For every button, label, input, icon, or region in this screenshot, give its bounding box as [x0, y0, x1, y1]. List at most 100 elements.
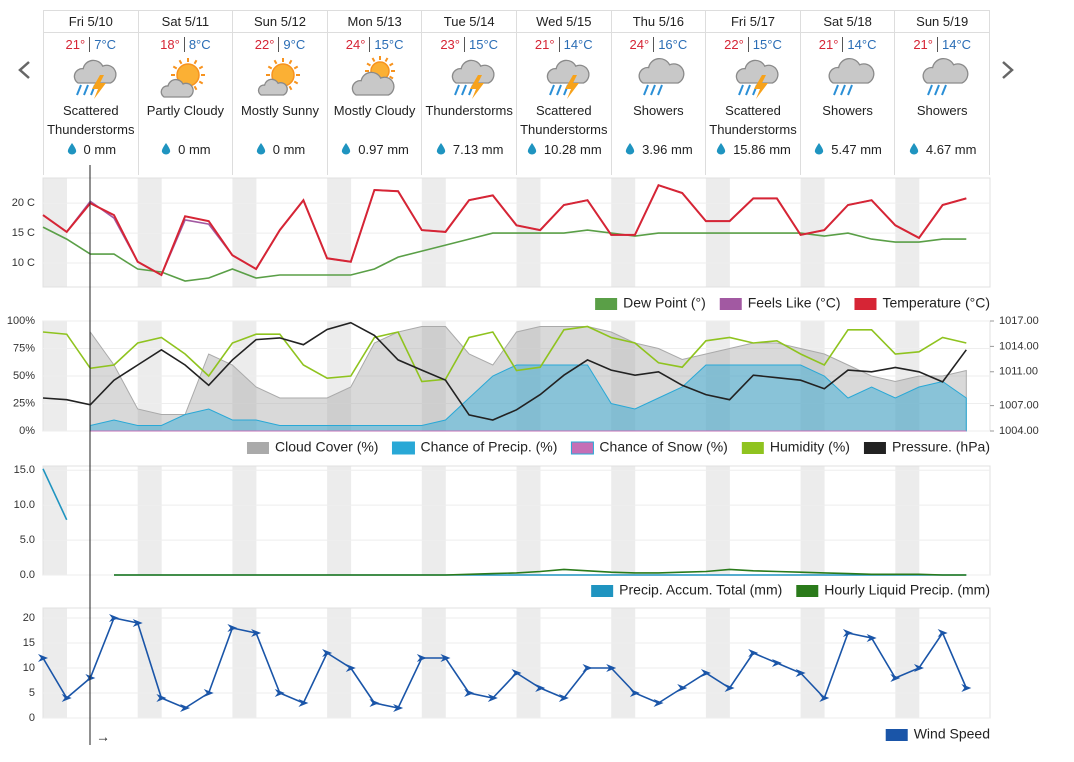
temps: 22° 9°C	[233, 37, 327, 53]
precip: 0 mm	[233, 141, 327, 159]
night-band	[705, 466, 730, 575]
legend-label: Cloud Cover (%)	[275, 439, 378, 455]
rain	[745, 84, 751, 96]
precip-amount: 7.13 mm	[452, 142, 504, 157]
low-temp: 16°C	[653, 37, 688, 52]
rain	[738, 84, 744, 96]
cloud	[735, 59, 779, 84]
line	[42, 468, 68, 521]
day-label: Sun 5/12	[233, 11, 327, 33]
wind-marker	[464, 689, 475, 697]
night-band	[800, 608, 825, 718]
drop	[815, 143, 824, 155]
wind-marker	[393, 704, 404, 712]
rain	[832, 84, 839, 96]
night-band	[43, 466, 67, 575]
low-temp: 15°C	[464, 37, 499, 52]
low-temp: 14°C	[937, 37, 972, 52]
cloud	[257, 78, 288, 96]
night-band	[895, 466, 920, 575]
next-arrow[interactable]	[1002, 61, 1014, 79]
wind-marker	[771, 659, 782, 667]
sun-ray	[199, 65, 204, 70]
precip: 0.97 mm	[328, 141, 422, 159]
precip: 0 mm	[44, 141, 138, 159]
high-temp: 21°	[534, 37, 555, 52]
legend-label: Pressure. (hPa)	[892, 439, 990, 455]
cloud	[638, 58, 685, 84]
condition: Partly Cloudy	[146, 103, 225, 118]
rain	[927, 84, 934, 96]
y2-tick-label: 1007.00	[999, 400, 1039, 412]
wind-marker	[156, 694, 167, 702]
wind-marker	[180, 704, 191, 712]
wind-marker	[298, 699, 309, 707]
day-card: Sun 5/12 22° 9°C Mostly Sunny 0 mm	[233, 11, 328, 175]
precip-amount: 4.67 mm	[925, 142, 977, 157]
day-card: Sat 5/11 18° 8°C Partly Cloudy 0 mm	[138, 11, 234, 175]
y-tick-label: 0%	[19, 425, 35, 437]
condition: Scattered Thunderstorms	[47, 103, 135, 137]
rain	[934, 84, 941, 96]
legend-label: Dew Point (°)	[623, 295, 706, 311]
high-temp: 21°	[818, 37, 839, 52]
rain	[461, 84, 468, 96]
weather-icon	[638, 58, 685, 96]
temps: 21° 7°C	[44, 37, 138, 53]
wind-marker	[274, 689, 285, 697]
condition: Mostly Cloudy	[333, 103, 416, 118]
wind-marker	[890, 674, 901, 682]
day-label: Fri 5/10	[44, 11, 138, 33]
wind-marker	[511, 669, 522, 677]
y-tick-label: 10.0	[14, 499, 35, 511]
night-band	[327, 466, 352, 575]
rain	[650, 84, 657, 96]
day-card: Wed 5/15 21° 14°C Scattered Thunderstorms 10…	[516, 11, 612, 175]
sun-ray	[371, 57, 375, 62]
line	[114, 568, 967, 576]
sun-ray	[194, 85, 198, 91]
day-label: Sat 5/18	[800, 11, 895, 33]
cloud	[922, 58, 969, 84]
drop-icon	[67, 143, 76, 155]
legend-label: Wind Speed	[914, 726, 990, 742]
drop	[436, 143, 446, 155]
drop-icon	[161, 143, 171, 155]
drop	[716, 143, 726, 155]
y-tick-label: 5.0	[20, 534, 35, 546]
low-temp: 7°C	[89, 37, 117, 52]
wind-marker	[251, 629, 262, 637]
prev-arrow[interactable]	[18, 61, 30, 79]
day-label: Fri 5/17	[706, 11, 800, 33]
precip-amount: 0 mm	[83, 142, 117, 157]
y-tick-label: 0.0	[20, 569, 35, 581]
legend-label: Chance of Snow (%)	[599, 439, 727, 455]
drop	[527, 143, 537, 155]
wind-marker	[724, 684, 735, 692]
legend-label: Feels Like (°C)	[748, 295, 841, 311]
cloud	[828, 58, 875, 84]
high-temp: 22°	[254, 37, 275, 52]
legend-label: Temperature (°C)	[882, 295, 990, 311]
line	[42, 321, 967, 421]
wind-marker	[866, 634, 877, 642]
y-tick-label: 10	[23, 662, 35, 674]
legend-label: Precip. Accum. Total (mm)	[619, 582, 782, 598]
temps: 18° 8°C	[139, 37, 233, 53]
night-band	[232, 608, 257, 718]
legend-swatch	[885, 729, 908, 741]
rain	[82, 84, 89, 96]
wind-marker	[227, 624, 238, 632]
night-band	[800, 466, 825, 575]
y-tick-label: 25%	[13, 397, 35, 409]
weather-icon	[735, 59, 779, 99]
precip-amount: 3.96 mm	[642, 142, 693, 157]
condition: Thunderstorms	[425, 103, 513, 118]
drop-icon	[436, 143, 446, 155]
drop-icon	[527, 143, 537, 155]
cloud	[73, 59, 117, 84]
condition: Showers	[633, 103, 684, 118]
wind-marker	[416, 654, 427, 662]
night-band	[421, 466, 446, 575]
night-band	[611, 466, 636, 575]
